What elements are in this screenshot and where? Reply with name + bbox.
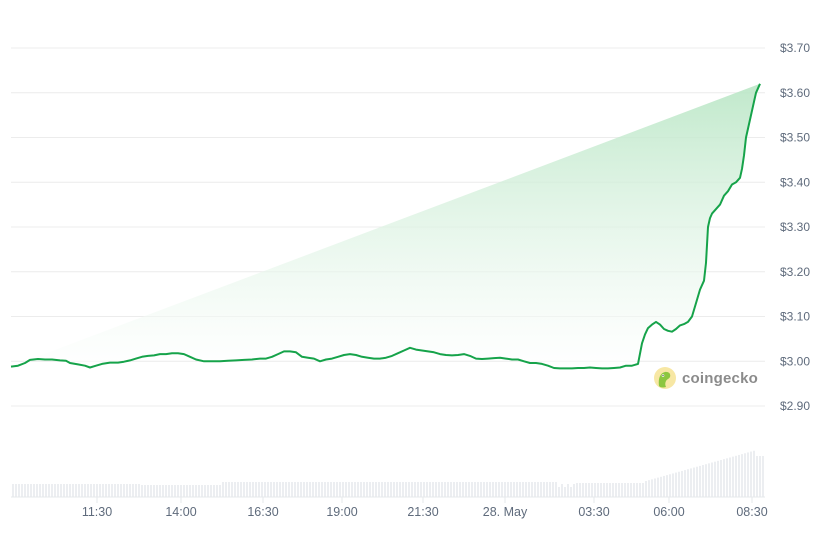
x-tick-label: 03:30 bbox=[578, 505, 609, 519]
x-tick-label: 06:00 bbox=[653, 505, 684, 519]
coingecko-watermark: coingecko bbox=[654, 367, 758, 389]
y-tick-label: $3.00 bbox=[780, 354, 810, 368]
price-line[interactable] bbox=[10, 83, 761, 370]
x-axis-labels: 11:30 14:00 16:30 19:00 21:30 28. May 03:30 06:… bbox=[82, 497, 768, 519]
y-tick-label: $3.40 bbox=[780, 175, 810, 189]
y-tick-label: $3.50 bbox=[780, 131, 810, 145]
price-area-fill bbox=[11, 83, 760, 369]
x-tick-label: 14:00 bbox=[165, 505, 196, 519]
x-tick-label: 19:00 bbox=[326, 505, 357, 519]
volume-bars bbox=[12, 450, 764, 497]
watermark-text: coingecko bbox=[682, 369, 758, 387]
y-tick-label: $3.70 bbox=[780, 41, 810, 55]
y-tick-label: $3.10 bbox=[780, 310, 810, 324]
x-tick-label: 08:30 bbox=[736, 505, 767, 519]
y-tick-label: $2.90 bbox=[780, 399, 810, 413]
x-tick-label: 28. May bbox=[483, 505, 528, 519]
y-tick-label: $3.30 bbox=[780, 220, 810, 234]
x-tick-label: 21:30 bbox=[407, 505, 438, 519]
coingecko-gecko-icon bbox=[654, 367, 676, 389]
y-tick-label: $3.60 bbox=[780, 86, 810, 100]
y-axis-labels: $3.70 $3.60 $3.50 $3.40 $3.30 $3.20 $3.10 $3.00… bbox=[780, 41, 810, 413]
x-tick-label: 16:30 bbox=[247, 505, 278, 519]
x-tick-label: 11:30 bbox=[82, 505, 112, 519]
y-tick-label: $3.20 bbox=[780, 265, 810, 279]
